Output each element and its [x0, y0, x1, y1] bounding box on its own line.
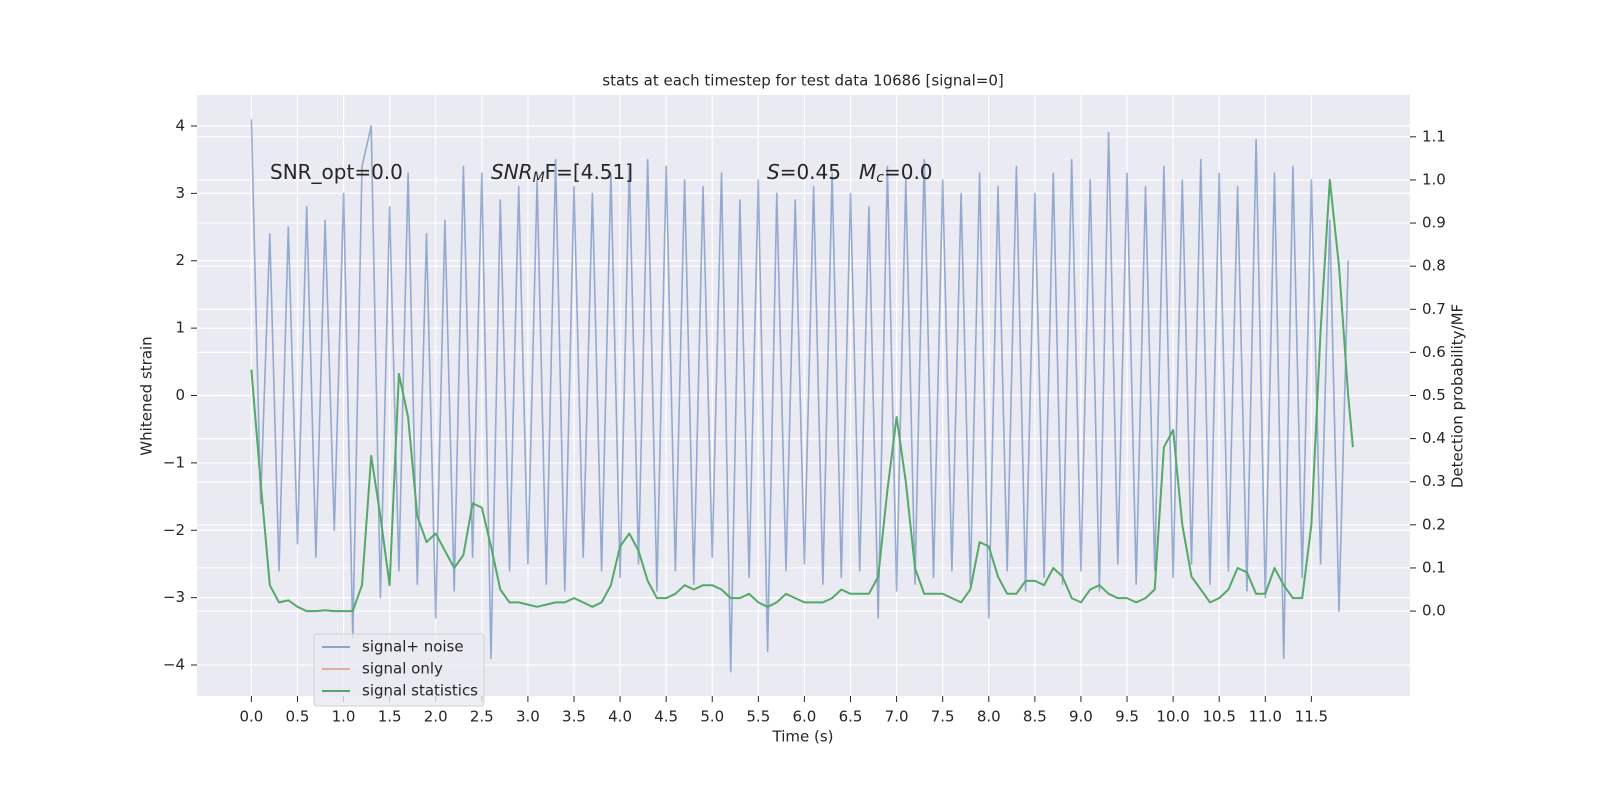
annotation-text: =0.0: [884, 160, 933, 184]
legend-label: signal statistics: [362, 682, 478, 700]
annotation: SNRMF=[4.51]: [491, 160, 633, 187]
y-tick-label: 2: [175, 251, 185, 269]
x-tick-label: 2.0: [424, 708, 448, 726]
annotation-sub: M: [533, 170, 545, 186]
line-series: [250, 119, 1349, 673]
legend-label: signal+ noise: [362, 638, 464, 656]
x-tick-label: 0.0: [239, 708, 263, 726]
x-tick-label: 6.0: [792, 708, 816, 726]
x-tick-label: 5.5: [746, 708, 770, 726]
y2-tick-label: 1.1: [1422, 127, 1446, 145]
y2-tick-label: 0.0: [1422, 602, 1446, 620]
y-tick-label: −1: [163, 453, 185, 471]
y2-tick-label: 0.3: [1422, 472, 1446, 490]
y-tick-label: −3: [163, 588, 185, 606]
y2-axis-label: Detection probability/MF: [1449, 304, 1467, 488]
annotation: Mc=0.0: [859, 160, 933, 187]
x-tick-label: 0.5: [286, 708, 310, 726]
x-tick-label: 4.5: [654, 708, 678, 726]
x-tick-label: 9.0: [1069, 708, 1093, 726]
y2-tick-label: 0.6: [1422, 343, 1446, 361]
x-tick-label: 4.0: [608, 708, 632, 726]
x-tick-label: 11.5: [1295, 708, 1328, 726]
y2-tick-label: 0.7: [1422, 300, 1446, 318]
annotation-symbol: M: [859, 160, 876, 184]
x-tick-label: 2.5: [470, 708, 494, 726]
y2-tick-label: 1.0: [1422, 170, 1446, 188]
legend: signal+ noise signal only signal statistic…: [313, 633, 485, 707]
y2-tick-label: 0.5: [1422, 386, 1446, 404]
annotation-text: F=[4.51]: [545, 160, 633, 184]
y2-tick-label: 0.9: [1422, 214, 1446, 232]
y-tick-label: 1: [175, 319, 185, 337]
x-tick-label: 10.5: [1202, 708, 1235, 726]
legend-box: [313, 633, 485, 707]
x-tick-label: 1.0: [332, 708, 356, 726]
annotation-sub: c: [876, 170, 884, 186]
annotation: S=0.45: [767, 160, 841, 184]
x-tick-label: 8.0: [977, 708, 1001, 726]
line-series: [250, 178, 1354, 613]
x-tick-label: 7.5: [931, 708, 955, 726]
y-tick-label: −2: [163, 521, 185, 539]
y2-tick-label: 0.2: [1422, 515, 1446, 533]
y-axis-label: Whitened strain: [138, 336, 156, 455]
annotation: SNR_opt=0.0: [270, 160, 403, 184]
x-tick-label: 9.5: [1115, 708, 1139, 726]
x-tick-label: 6.5: [839, 708, 863, 726]
x-tick-label: 3.5: [562, 708, 586, 726]
y-tick-label: 0: [175, 386, 185, 404]
x-tick-label: 5.0: [700, 708, 724, 726]
chart-title: stats at each timestep for test data 106…: [602, 72, 1003, 90]
y-tick-label: 4: [175, 116, 185, 134]
x-tick-label: 8.5: [1023, 708, 1047, 726]
annotation-text: SNR_opt=0.0: [270, 160, 403, 184]
y2-tick-label: 0.4: [1422, 429, 1446, 447]
annotation-text: =0.45: [780, 160, 841, 184]
y2-tick-label: 0.8: [1422, 257, 1446, 275]
y-tick-label: −4: [163, 656, 185, 674]
x-axis-label: Time (s): [772, 728, 834, 746]
y2-tick-label: 0.1: [1422, 558, 1446, 576]
legend-label: signal only: [362, 660, 443, 678]
x-tick-label: 10.0: [1156, 708, 1189, 726]
annotation-symbol: SNR: [491, 160, 533, 184]
annotation-symbol: S: [767, 160, 780, 184]
x-tick-label: 7.0: [885, 708, 909, 726]
x-tick-label: 1.5: [378, 708, 402, 726]
x-tick-label: 3.0: [516, 708, 540, 726]
x-tick-label: 11.0: [1249, 708, 1282, 726]
y-tick-label: 3: [175, 184, 185, 202]
